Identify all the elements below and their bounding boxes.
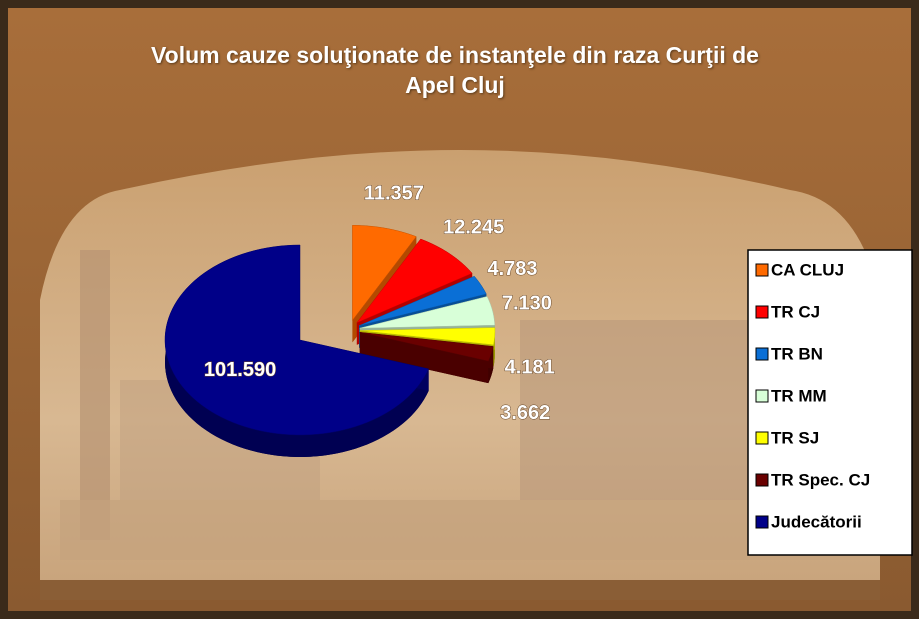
legend-swatch <box>756 390 768 402</box>
chart-page: 11.357 12.245 4.783 7.130 4.181 3.662 101.590 C… <box>0 0 919 619</box>
legend-swatch <box>756 264 768 276</box>
legend-swatch <box>756 474 768 486</box>
ledge <box>40 580 880 600</box>
legend-label: TR SJ <box>771 428 819 447</box>
value-label: 4.783 <box>488 258 538 280</box>
legend-swatch <box>756 432 768 444</box>
legend-swatch <box>756 348 768 360</box>
building <box>520 320 760 500</box>
column <box>80 250 110 540</box>
legend-label: TR Spec. CJ <box>771 470 870 489</box>
value-label: 3.662 <box>500 402 550 424</box>
legend-label: CA CLUJ <box>771 260 844 279</box>
chart-title: Volum cauze soluţionate de instanţele di… <box>140 40 770 100</box>
legend-swatch <box>756 306 768 318</box>
legend-label: TR CJ <box>771 302 820 321</box>
value-label: 101.590 <box>204 359 276 381</box>
legend-label: TR MM <box>771 386 827 405</box>
value-label: 7.130 <box>502 292 552 314</box>
balustrade <box>60 500 860 560</box>
legend-label: TR BN <box>771 344 823 363</box>
legend-label: Judecătorii <box>771 512 862 531</box>
value-label: 4.181 <box>505 357 555 379</box>
legend-swatch <box>756 516 768 528</box>
value-label: 12.245 <box>443 217 504 239</box>
value-label: 11.357 <box>364 183 424 205</box>
